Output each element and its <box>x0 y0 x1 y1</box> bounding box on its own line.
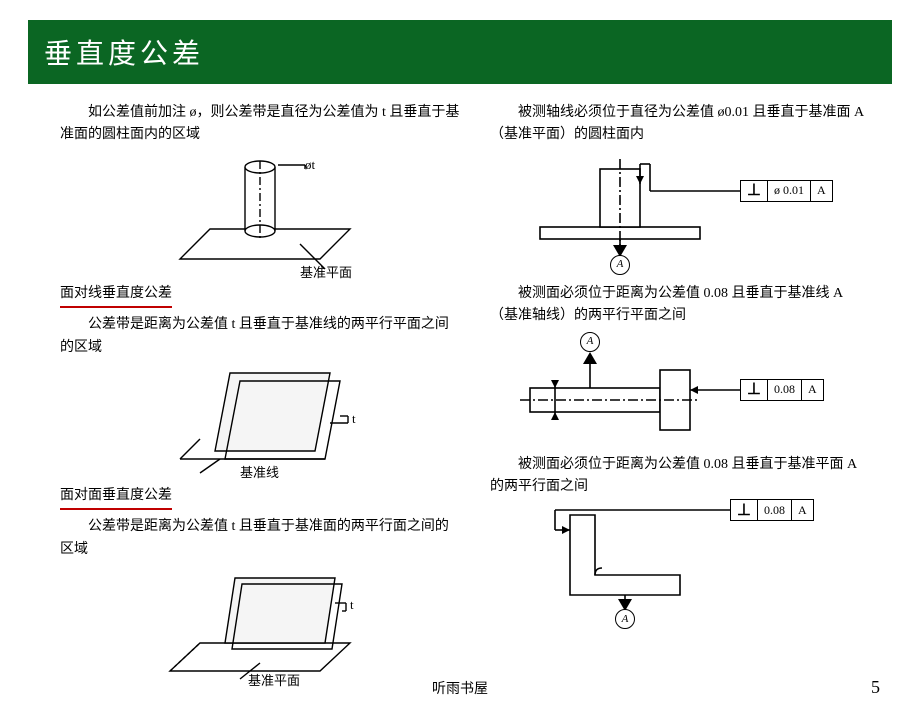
fig3-plane-label: 基准平面 <box>248 671 300 692</box>
drawing-2: ⊥ 0.08 A A <box>500 330 860 450</box>
right-column: 被测轴线必须位于直径为公差值 ø0.01 且垂直于基准面 A（基准平面）的圆柱面… <box>490 98 870 683</box>
left-column: 如公差值前加注 ø，则公差带是直径为公差值为 t 且垂直于基准面的圆柱面内的区域 <box>60 98 460 683</box>
figure-planes-plane: t 基准平面 <box>140 563 380 683</box>
fcf3-value: 0.08 <box>758 500 792 520</box>
left-para-1: 如公差值前加注 ø，则公差带是直径为公差值为 t 且垂直于基准面的圆柱面内的区域 <box>60 102 460 147</box>
left-para-3: 公差带是距离为公差值 t 且垂直于基准面的两平行面之间的区域 <box>60 516 460 561</box>
fig1-dim-label: øt <box>305 155 315 176</box>
fcf1-value: ø 0.01 <box>768 181 811 201</box>
page-number: 5 <box>871 677 880 698</box>
datum-2-label: A <box>580 332 600 352</box>
fig3-dim-label: t <box>350 595 354 616</box>
content-area: 如公差值前加注 ø，则公差带是直径为公差值为 t 且垂直于基准面的圆柱面内的区域 <box>0 92 920 683</box>
right-para-2: 被测面必须位于距离为公差值 0.08 且垂直于基准线 A（基准轴线）的两平行平面… <box>490 283 870 328</box>
fig2-dim-label: t <box>352 409 356 430</box>
fcf-1: ⊥ ø 0.01 A <box>740 180 833 202</box>
fcf2-datum: A <box>802 380 823 400</box>
datum-1-label: A <box>610 255 630 275</box>
datum-3-label: A <box>615 609 635 629</box>
fig1-plane-label: 基准平面 <box>300 263 352 284</box>
slide-title: 垂直度公差 <box>28 20 892 84</box>
figure-planes-line: t 基准线 <box>140 361 380 481</box>
drawing-1: ⊥ ø 0.01 A A <box>500 149 860 279</box>
fcf2-value: 0.08 <box>768 380 802 400</box>
right-para-1: 被测轴线必须位于直径为公差值 ø0.01 且垂直于基准面 A（基准平面）的圆柱面… <box>490 102 870 147</box>
datum-2-triangle <box>583 352 597 364</box>
left-para-2: 公差带是距离为公差值 t 且垂直于基准线的两平行平面之间的区域 <box>60 314 460 359</box>
perp-icon: ⊥ <box>741 380 768 400</box>
perp-icon: ⊥ <box>731 500 758 520</box>
figure-cylinder: øt 基准平面 <box>150 149 370 279</box>
fcf3-datum: A <box>792 500 813 520</box>
heading-line-perp: 面对线垂直度公差 <box>60 283 172 308</box>
drawing-3: ⊥ 0.08 A A <box>500 500 860 620</box>
right-para-3: 被测面必须位于距离为公差值 0.08 且垂直于基准平面 A 的两平行面之间 <box>490 454 870 499</box>
heading-face-perp: 面对面垂直度公差 <box>60 485 172 510</box>
fcf-3: ⊥ 0.08 A <box>730 499 814 521</box>
footer-text: 听雨书屋 <box>432 678 488 698</box>
fcf1-datum: A <box>811 181 832 201</box>
perp-icon: ⊥ <box>741 181 768 201</box>
fig2-line-label: 基准线 <box>240 463 279 484</box>
fcf-2: ⊥ 0.08 A <box>740 379 824 401</box>
